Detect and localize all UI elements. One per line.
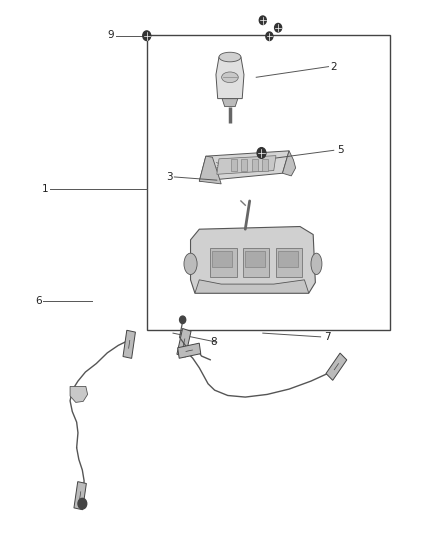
Bar (262, 159, 268, 171)
Text: 8: 8 (210, 337, 217, 347)
Text: 9: 9 (107, 30, 114, 39)
Polygon shape (283, 151, 296, 176)
Polygon shape (222, 99, 238, 107)
Polygon shape (177, 328, 191, 357)
Bar (210, 248, 237, 277)
Text: 7: 7 (324, 332, 331, 342)
Polygon shape (217, 156, 276, 174)
Text: 5: 5 (337, 146, 344, 155)
Text: 6: 6 (35, 296, 42, 306)
Polygon shape (195, 280, 309, 293)
Bar (147, 35, 390, 330)
Circle shape (259, 16, 266, 25)
Polygon shape (123, 330, 135, 358)
Bar (245, 251, 265, 266)
Bar (212, 251, 232, 266)
Bar (231, 159, 237, 171)
Ellipse shape (222, 72, 238, 83)
Polygon shape (70, 386, 88, 402)
Polygon shape (199, 156, 221, 184)
Bar (276, 248, 302, 277)
Circle shape (143, 31, 151, 41)
Ellipse shape (219, 52, 241, 62)
Polygon shape (191, 227, 315, 293)
Circle shape (275, 23, 282, 32)
Bar (241, 159, 247, 171)
Bar (243, 248, 269, 277)
Text: 3: 3 (166, 172, 173, 182)
Polygon shape (326, 353, 347, 381)
Text: 2: 2 (331, 62, 337, 71)
Circle shape (180, 316, 186, 324)
Polygon shape (199, 151, 289, 181)
Circle shape (257, 148, 266, 158)
Polygon shape (178, 343, 201, 358)
Circle shape (266, 32, 273, 41)
Bar (278, 251, 298, 266)
Polygon shape (216, 53, 244, 99)
Circle shape (78, 498, 87, 509)
Text: 1: 1 (42, 184, 48, 194)
Ellipse shape (184, 253, 197, 274)
Polygon shape (74, 482, 86, 510)
Bar (252, 159, 258, 171)
Ellipse shape (311, 253, 322, 274)
